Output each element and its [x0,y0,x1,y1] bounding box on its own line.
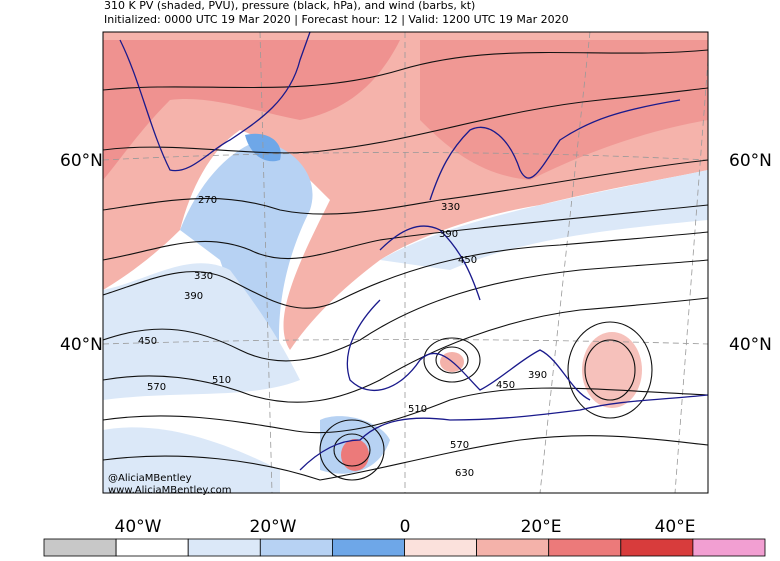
lon-label: 40°W [115,517,162,537]
credit: @AliciaMBentley [108,473,192,484]
lon-label: 40°E [655,517,696,537]
colorbar-swatch [548,538,622,557]
colorbar-swatch [692,538,766,557]
contour-label: 450 [496,380,515,391]
colorbar-swatch [187,538,261,557]
colorbar-swatch [115,538,189,557]
contour-label: 570 [450,440,469,451]
map-frame [102,31,709,494]
contour-label: 330 [441,202,460,213]
lat-label: 40°N [729,335,772,355]
map-area [103,32,708,493]
lon-label: 20°W [250,517,297,537]
contour-label: 450 [458,255,477,266]
lat-label: 60°N [60,151,103,171]
contour-label: 510 [408,404,427,415]
lon-label: 20°E [521,517,562,537]
colorbar [43,538,766,557]
colorbar-swatch [476,538,550,557]
colorbar-swatch [43,538,117,557]
credit: www.AliciaMBentley.com [108,485,231,496]
lat-label: 40°N [60,335,103,355]
contour-label: 570 [147,382,166,393]
contour-label: 510 [212,375,231,386]
colorbar-swatch [620,538,694,557]
contour-label: 390 [184,291,203,302]
contour-label: 330 [194,271,213,282]
title: 310 K PV (shaded, PVU), pressure (black,… [104,0,475,12]
lat-label: 60°N [729,151,772,171]
colorbar-swatch [404,538,477,557]
contour-label: 450 [138,336,157,347]
contour-label: 630 [455,468,474,479]
contour-label: 390 [528,370,547,381]
contour-label: 270 [198,195,217,206]
subtitle: Initialized: 0000 UTC 19 Mar 2020 | Fore… [104,13,569,26]
lon-label: 0 [400,517,411,537]
colorbar-swatch [331,538,405,557]
contour-label: 390 [439,229,458,240]
colorbar-swatch [259,538,333,557]
